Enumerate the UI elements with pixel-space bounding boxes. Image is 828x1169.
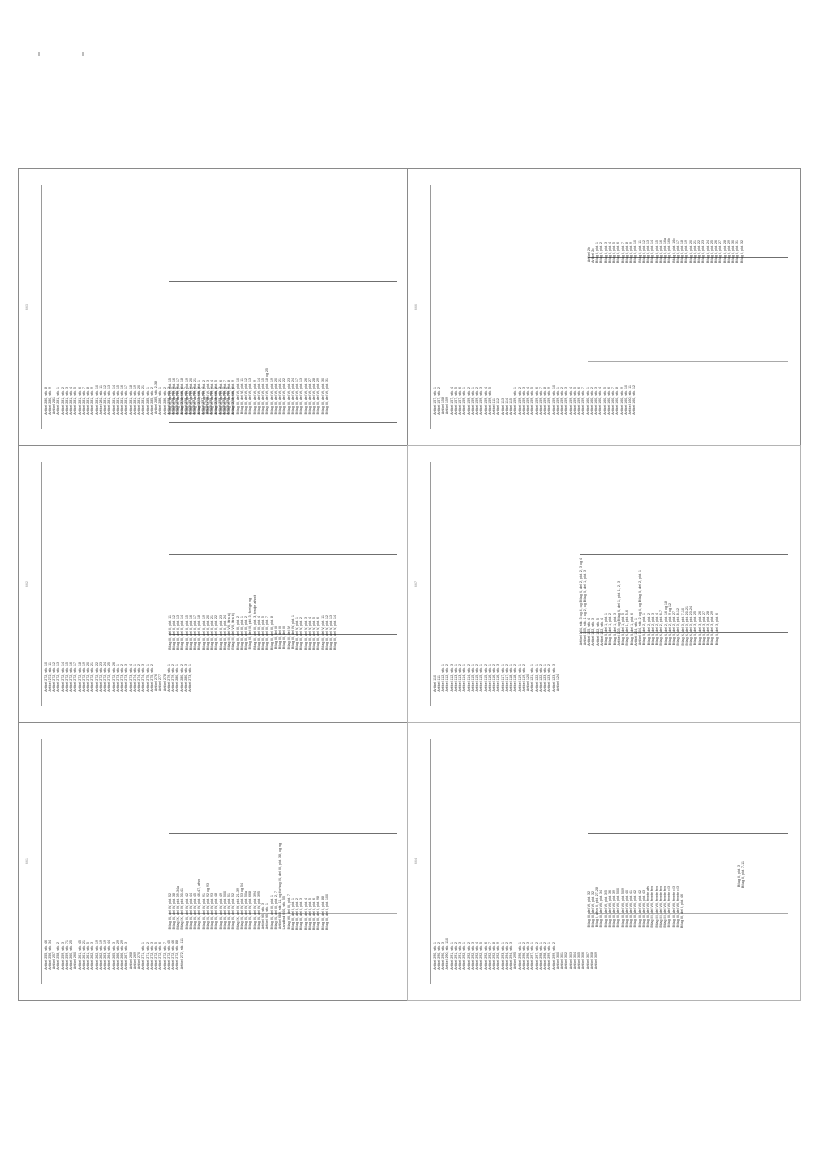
index-entry: Artikel 272, stk. 111 — [179, 938, 184, 970]
page-spine-rule — [429, 738, 431, 984]
page-number-marker: 667 — [413, 580, 418, 587]
bilag-column: Bilag IX, del IV, pkt. 52 Bilag IX, del I… — [168, 762, 331, 930]
artikel-column: Artikel 255, stk. 46 Artikel 256, stk. 34… — [44, 850, 185, 970]
bilag-column: Bilag III, del VI, pkt. 32 Bilag III, del… — [587, 768, 686, 928]
index-page-r2c2: 667 Artikel 110 Artikel 111 Artikel 112, st… — [406, 444, 801, 723]
index-entry: Bilag II, pkt. 7-11 — [740, 860, 745, 888]
column-rule — [579, 553, 788, 555]
index-entry: Bilag III, del VI, pkt. 31 — [324, 378, 329, 415]
column-rule — [587, 832, 788, 834]
page-number-marker: 662 — [24, 580, 29, 587]
column-rule — [587, 360, 788, 362]
bilag-overflow-column: Bilag II, pkt. 3 Bilag II, pkt. 7-11 — [737, 844, 747, 888]
column-rule — [168, 421, 397, 423]
artikel-column: Artikel 157, stk. 1 Artikel 157, stk. 2 Ar… — [433, 265, 638, 415]
page-spine-rule — [40, 738, 42, 984]
scanned-index-sheet: 663 Artikel 280, stk. 8 Artikel 280, stk. … — [17, 167, 801, 1001]
artikel-column: Artikel 290, stk. 1 Artikel 290, stk. 2 Ar… — [433, 820, 600, 970]
scan-speck — [82, 52, 84, 56]
page-number-marker: 661 — [24, 857, 29, 865]
index-entry: Bilag III, del I, pkt. 100 — [324, 893, 329, 930]
index-page-r2c1: 662 Artikel 272, stk. 10 Artikel 272, stk.… — [17, 444, 408, 723]
index-entry: Bilag III, del V, pkt. 14 — [333, 614, 338, 650]
page-spine-rule — [40, 461, 42, 706]
bilag-column: Artikel 104, stk. 3 og 4, og Bilag X, de… — [579, 466, 720, 646]
column-rule — [168, 633, 397, 635]
artikel-column: Artikel 110 Artikel 111 Artikel 112, stk. … — [433, 552, 562, 692]
index-entry: Artikel 160, stk. 12 — [632, 384, 637, 415]
bilag-column: Bilag III, del II, pkt. 11 Bilag III, del… — [168, 480, 339, 650]
page-spine-rule — [429, 461, 431, 706]
page-number-marker: 663 — [24, 303, 29, 310]
column-rule — [587, 256, 788, 258]
column-rule — [168, 553, 397, 555]
column-rule — [579, 631, 788, 633]
index-page-r1c2: 666 Artikel 157, stk. 1 Artikel 157, stk. … — [406, 167, 801, 446]
page-number-marker: 664 — [413, 857, 418, 865]
index-entry: Bilag X, del 3, pkt. 6 — [714, 613, 719, 646]
index-entry: Bilag I, pkt. 32 — [739, 239, 744, 263]
index-entry: Artikel 124 — [555, 674, 560, 692]
column-rule — [168, 912, 397, 914]
page-number-marker: 666 — [413, 303, 418, 310]
bilag-column: Artikel 2b Artikel 2c Bilag I, pkt. 1 Bilag… — [587, 169, 745, 263]
column-rule — [587, 912, 788, 914]
page-spine-rule — [429, 184, 431, 429]
index-page-r3c1: 661 Artikel 255, stk. 46 Artikel 256, stk.… — [17, 721, 408, 1001]
column-rule — [168, 280, 397, 282]
scan-speck — [38, 52, 40, 56]
index-page-r3c2: 664 Artikel 290, stk. 1 Artikel 290, stk. … — [406, 721, 801, 1001]
page-spine-rule — [40, 184, 42, 429]
index-entry: Artikel 273, stk. 1 — [188, 663, 192, 692]
index-entry: Bilag III, del I, pkt. 46 — [680, 893, 684, 928]
index-page-r1c1: 663 Artikel 280, stk. 8 Artikel 280, stk. … — [17, 167, 408, 446]
index-entry: Artikel 309 — [594, 952, 598, 970]
column-rule — [168, 832, 397, 834]
bilag-column: Bilag III, del VI, pkt. 15 Bilag III, del… — [168, 265, 331, 415]
